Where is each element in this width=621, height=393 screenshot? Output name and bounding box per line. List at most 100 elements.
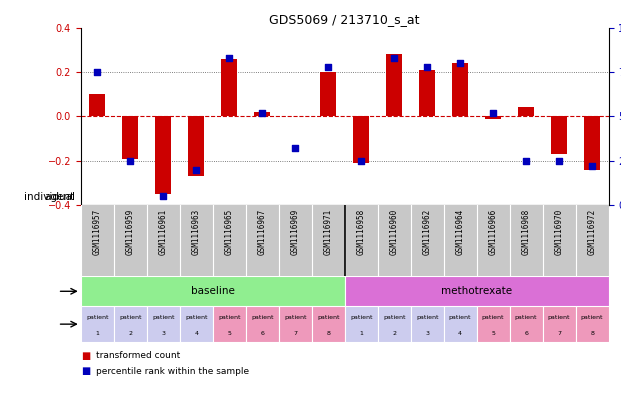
Bar — [345, 307, 378, 342]
Text: methotrexate: methotrexate — [441, 286, 512, 296]
Text: patient: patient — [317, 314, 340, 320]
Bar — [584, 116, 601, 170]
Bar — [452, 63, 468, 116]
Text: 8: 8 — [590, 331, 594, 336]
Text: GSM1116960: GSM1116960 — [389, 209, 399, 255]
Text: 6: 6 — [524, 331, 528, 336]
Point — [290, 145, 300, 151]
Bar — [485, 116, 501, 119]
Text: 3: 3 — [425, 331, 429, 336]
Text: GSM1116965: GSM1116965 — [225, 209, 233, 255]
Point — [455, 60, 465, 66]
Text: GSM1116963: GSM1116963 — [192, 209, 201, 255]
Bar — [551, 116, 568, 154]
Point — [521, 158, 531, 164]
Bar — [419, 70, 435, 116]
Text: patient: patient — [152, 314, 175, 320]
Text: GSM1116961: GSM1116961 — [159, 209, 168, 255]
Point — [323, 63, 333, 70]
Text: patient: patient — [548, 314, 570, 320]
Text: patient: patient — [119, 314, 142, 320]
Text: GSM1116964: GSM1116964 — [456, 209, 465, 255]
Text: ■: ■ — [81, 351, 90, 361]
Title: GDS5069 / 213710_s_at: GDS5069 / 213710_s_at — [270, 13, 420, 26]
Text: agent: agent — [44, 191, 75, 202]
Text: 7: 7 — [557, 331, 561, 336]
Bar — [518, 107, 534, 116]
Bar — [576, 307, 609, 342]
Text: patient: patient — [218, 314, 240, 320]
Bar — [155, 116, 171, 194]
Text: 3: 3 — [161, 331, 165, 336]
Bar — [312, 307, 345, 342]
Point — [389, 55, 399, 61]
Bar — [179, 307, 212, 342]
Bar — [378, 307, 410, 342]
Point — [158, 193, 168, 199]
Text: 4: 4 — [458, 331, 462, 336]
Point — [356, 158, 366, 164]
Text: GSM1116971: GSM1116971 — [324, 209, 333, 255]
Text: patient: patient — [482, 314, 504, 320]
Text: 7: 7 — [293, 331, 297, 336]
Point — [93, 69, 102, 75]
Text: baseline: baseline — [191, 286, 235, 296]
Point — [488, 110, 498, 116]
Text: patient: patient — [383, 314, 406, 320]
Text: 2: 2 — [128, 331, 132, 336]
Bar — [221, 59, 237, 116]
Bar — [320, 72, 337, 116]
Text: patient: patient — [581, 314, 604, 320]
Bar — [510, 307, 543, 342]
Bar — [353, 116, 369, 163]
Point — [422, 63, 432, 70]
Text: ■: ■ — [81, 366, 90, 376]
Point — [257, 110, 267, 116]
Text: 4: 4 — [194, 331, 198, 336]
Text: patient: patient — [416, 314, 438, 320]
Text: 5: 5 — [227, 331, 231, 336]
Bar — [410, 307, 443, 342]
Bar — [81, 276, 345, 307]
Text: GSM1116970: GSM1116970 — [555, 209, 564, 255]
Text: percentile rank within the sample: percentile rank within the sample — [96, 367, 250, 376]
Bar — [89, 94, 106, 116]
Text: 2: 2 — [392, 331, 396, 336]
Point — [224, 55, 234, 61]
Bar — [114, 307, 147, 342]
Text: GSM1116968: GSM1116968 — [522, 209, 530, 255]
Text: GSM1116966: GSM1116966 — [489, 209, 497, 255]
Text: 6: 6 — [260, 331, 264, 336]
Bar — [386, 54, 402, 116]
Bar — [81, 307, 114, 342]
Point — [125, 158, 135, 164]
Text: 8: 8 — [326, 331, 330, 336]
Bar — [477, 307, 510, 342]
Text: GSM1116962: GSM1116962 — [423, 209, 432, 255]
Text: GSM1116967: GSM1116967 — [258, 209, 266, 255]
Bar — [122, 116, 138, 158]
Text: patient: patient — [350, 314, 373, 320]
Text: 5: 5 — [491, 331, 495, 336]
Text: patient: patient — [515, 314, 537, 320]
Text: individual: individual — [24, 191, 75, 202]
Point — [587, 163, 597, 169]
Text: patient: patient — [449, 314, 471, 320]
Point — [554, 158, 564, 164]
Bar — [345, 276, 609, 307]
Bar — [279, 307, 312, 342]
Text: 1: 1 — [95, 331, 99, 336]
Bar — [246, 307, 279, 342]
Bar — [543, 307, 576, 342]
Text: 1: 1 — [359, 331, 363, 336]
Text: patient: patient — [86, 314, 109, 320]
Bar — [443, 307, 477, 342]
Text: GSM1116957: GSM1116957 — [93, 209, 102, 255]
Point — [191, 167, 201, 173]
Text: GSM1116959: GSM1116959 — [125, 209, 135, 255]
Text: patient: patient — [251, 314, 273, 320]
Bar — [147, 307, 179, 342]
Bar — [212, 307, 246, 342]
Text: patient: patient — [284, 314, 306, 320]
Text: GSM1116972: GSM1116972 — [587, 209, 597, 255]
